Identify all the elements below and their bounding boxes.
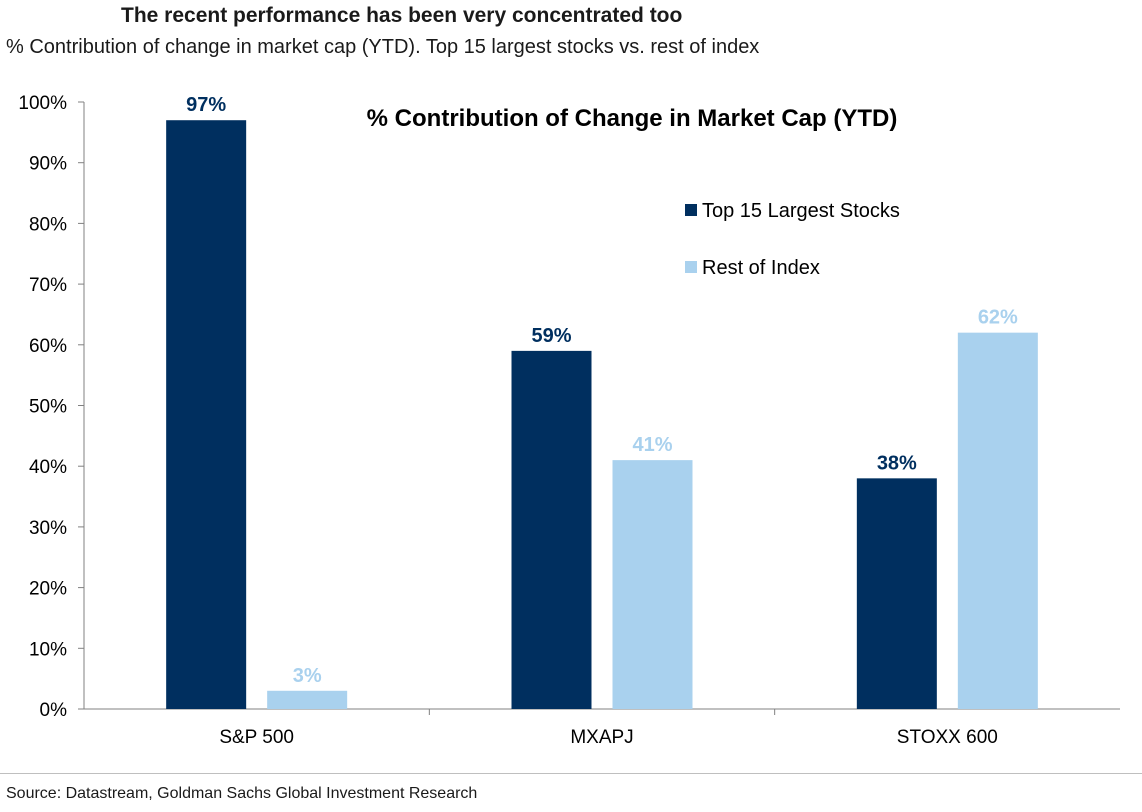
chart-title: % Contribution of Change in Market Cap (…: [367, 105, 898, 132]
y-tick-label: 60%: [29, 336, 67, 357]
y-tick-label: 40%: [29, 457, 67, 478]
y-axis: 0% 10% 20% 30% 40% 50% 60% 70% 80% 90% 100%: [18, 93, 85, 721]
data-label: 62%: [978, 307, 1018, 329]
y-tick-label: 10%: [29, 639, 67, 660]
chart-headline: The recent performance has been very con…: [121, 4, 683, 27]
source-divider: [0, 773, 1142, 774]
data-label: 3%: [293, 665, 322, 687]
legend: Top 15 Largest Stocks Rest of Index: [685, 200, 900, 279]
bar: [166, 120, 247, 709]
y-tick-label: 80%: [29, 214, 67, 235]
legend-label: Rest of Index: [702, 257, 820, 279]
data-label: 41%: [632, 434, 672, 456]
bar: [856, 478, 937, 709]
bar: [612, 460, 693, 709]
data-labels: 97% 3% 59% 41% 38% 62%: [186, 94, 1018, 687]
x-category-label: STOXX 600: [897, 727, 998, 748]
y-tick-label: 50%: [29, 397, 67, 418]
bar-series: [166, 120, 1038, 709]
y-tick-label: 0%: [40, 700, 68, 721]
x-category-label: MXAPJ: [570, 727, 633, 748]
x-axis: S&P 500 MXAPJ STOXX 600: [84, 708, 1120, 748]
data-label: 38%: [877, 452, 917, 474]
data-label: 59%: [531, 325, 571, 347]
y-tick-label: 90%: [29, 154, 67, 175]
y-tick-label: 20%: [29, 579, 67, 600]
bar: [267, 690, 348, 709]
y-tick-label: 30%: [29, 518, 67, 539]
legend-label: Top 15 Largest Stocks: [702, 200, 900, 222]
y-tick-label: 100%: [18, 93, 67, 114]
bar: [957, 332, 1038, 709]
data-label: 97%: [186, 94, 226, 116]
legend-swatch: [685, 261, 697, 273]
bar: [511, 350, 592, 709]
chart-subheadline: % Contribution of change in market cap (…: [6, 36, 760, 58]
source-note: Source: Datastream, Goldman Sachs Global…: [6, 785, 478, 802]
y-tick-label: 70%: [29, 275, 67, 296]
legend-swatch: [685, 204, 697, 216]
bar-chart: 0% 10% 20% 30% 40% 50% 60% 70% 80% 90% 100% S&P 50…: [18, 93, 1120, 748]
x-category-label: S&P 500: [219, 727, 294, 748]
